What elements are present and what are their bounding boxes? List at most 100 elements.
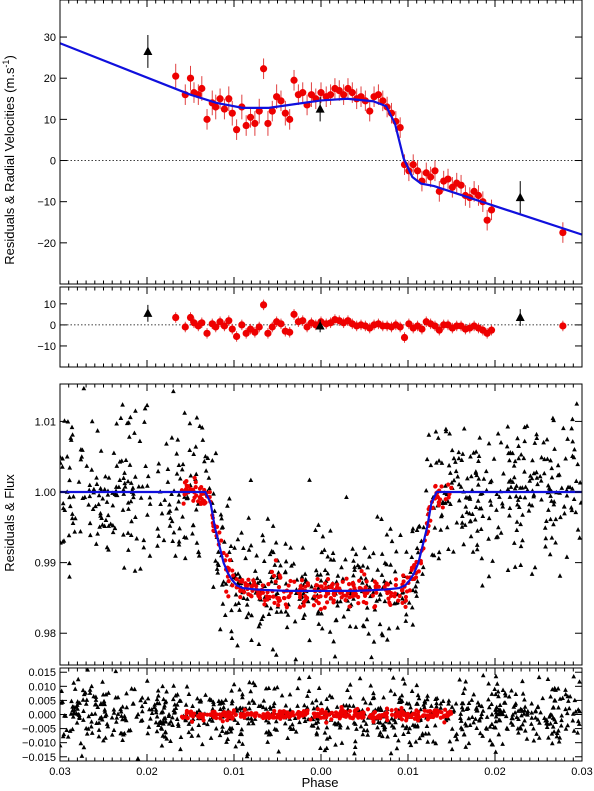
flux_residuals-red-point [188, 709, 194, 714]
rv-plot-area [60, 34, 582, 243]
flux_residuals-black-point [124, 704, 130, 710]
flux-black-point [112, 525, 118, 531]
flux_residuals-black-point [218, 700, 224, 705]
flux-black-point [332, 653, 338, 659]
flux_residuals-red-point [315, 706, 320, 712]
flux_residuals-black-point [72, 707, 77, 712]
flux_residuals-black-point [153, 709, 159, 715]
flux_residuals-black-point [473, 706, 479, 711]
flux_residuals-black-point [387, 719, 392, 725]
flux_residuals-black-point [471, 691, 477, 697]
rv_residuals-point-0-25 [286, 328, 294, 336]
flux_residuals-black-point [453, 701, 459, 706]
flux_residuals-black-point [351, 720, 357, 725]
flux-black-point [147, 553, 153, 558]
flux_residuals-black-point [103, 691, 109, 697]
flux-black-point [413, 583, 419, 589]
flux_residuals-red-point [238, 714, 244, 719]
flux_residuals-black-point [208, 735, 214, 740]
flux-red-point [393, 577, 399, 582]
flux-black-point [233, 592, 239, 597]
flux_residuals-black-point [266, 685, 272, 691]
flux-black-point [91, 486, 97, 492]
flux-black-point [520, 537, 525, 543]
rv_residuals-point-0-59 [435, 326, 443, 334]
rv_residuals-point-0-0 [172, 313, 180, 322]
flux_residuals-black-point [324, 736, 330, 741]
rv_residuals-point-0-50 [396, 323, 404, 331]
flux-red-point [219, 538, 224, 543]
flux-black-point [73, 515, 78, 521]
flux_residuals-black-point [173, 693, 179, 698]
flux-black-point [122, 470, 127, 475]
flux_residuals-black-point [77, 700, 83, 705]
flux_residuals-red-point [415, 718, 421, 723]
flux_residuals-black-point [113, 668, 119, 674]
flux-black-point [319, 611, 324, 616]
flux-black-point [515, 502, 520, 507]
flux_residuals-red-point [425, 709, 430, 714]
flux_residuals-black-point [377, 732, 382, 737]
flux_residuals-black-point [543, 718, 548, 723]
flux-black-point [110, 503, 116, 508]
flux_residuals-black-point [538, 709, 543, 715]
rv_residuals-point-0-1 [181, 323, 189, 331]
flux_residuals-black-point [379, 707, 384, 712]
flux_residuals-red-point [261, 712, 266, 717]
flux-black-point [547, 487, 553, 492]
flux-black-point [303, 576, 308, 582]
flux-black-point [537, 473, 543, 479]
flux_residuals-black-point [295, 703, 300, 708]
flux-black-point [403, 611, 409, 617]
flux_residuals-black-point [138, 697, 143, 703]
flux-black-point [165, 466, 171, 471]
flux-black-point [414, 527, 420, 532]
flux-black-point [110, 522, 116, 528]
flux-black-point [257, 621, 263, 626]
flux-black-point [328, 557, 334, 562]
flux_residuals-black-point [245, 715, 251, 721]
flux_residuals-black-point [503, 693, 508, 698]
flux_residuals-ytick-label: 0.010 [28, 681, 56, 693]
flux-black-point [114, 421, 119, 426]
flux-black-point [480, 513, 486, 518]
flux-black-point [141, 544, 147, 550]
flux-black-point [87, 482, 93, 488]
rv_residuals-plot-area [143, 299, 567, 343]
flux-black-point [121, 487, 126, 492]
flux_residuals-red-point [371, 710, 377, 716]
flux_residuals-black-point [409, 688, 415, 693]
flux_residuals-black-point [388, 688, 394, 693]
rv-point-0-43 [366, 107, 374, 115]
flux_residuals-black-point [297, 719, 302, 725]
flux_residuals-black-point [353, 738, 358, 744]
flux_residuals-black-point [251, 700, 257, 705]
x-tick-label: 0.02 [136, 766, 157, 778]
flux-black-point [467, 518, 473, 524]
flux_residuals-black-point [501, 708, 507, 713]
flux-black-point [60, 540, 63, 545]
flux-black-point [155, 543, 160, 548]
flux-black-point [551, 501, 557, 507]
flux_residuals-black-point [105, 723, 111, 729]
flux-black-point [114, 463, 120, 468]
flux_residuals-black-point [296, 675, 302, 681]
flux_residuals-black-point [489, 741, 495, 747]
flux-black-point [64, 454, 70, 459]
flux-black-point [132, 568, 138, 573]
flux_residuals-black-point [240, 741, 245, 746]
flux_residuals-black-point [438, 701, 444, 706]
flux_residuals-red-point [416, 709, 421, 715]
flux_residuals-black-point [506, 694, 512, 699]
flux_residuals-red-point [249, 712, 254, 717]
flux-black-point [344, 494, 349, 500]
flux-black-point [351, 558, 356, 563]
flux-black-point [488, 502, 494, 507]
flux_residuals-black-point [175, 721, 181, 726]
flux-black-point [176, 492, 182, 497]
flux-black-point [446, 546, 451, 551]
flux_residuals-black-point [176, 723, 181, 728]
flux-red-point [286, 583, 291, 588]
flux_residuals-black-point [163, 699, 168, 705]
flux_residuals-black-point [551, 704, 556, 710]
